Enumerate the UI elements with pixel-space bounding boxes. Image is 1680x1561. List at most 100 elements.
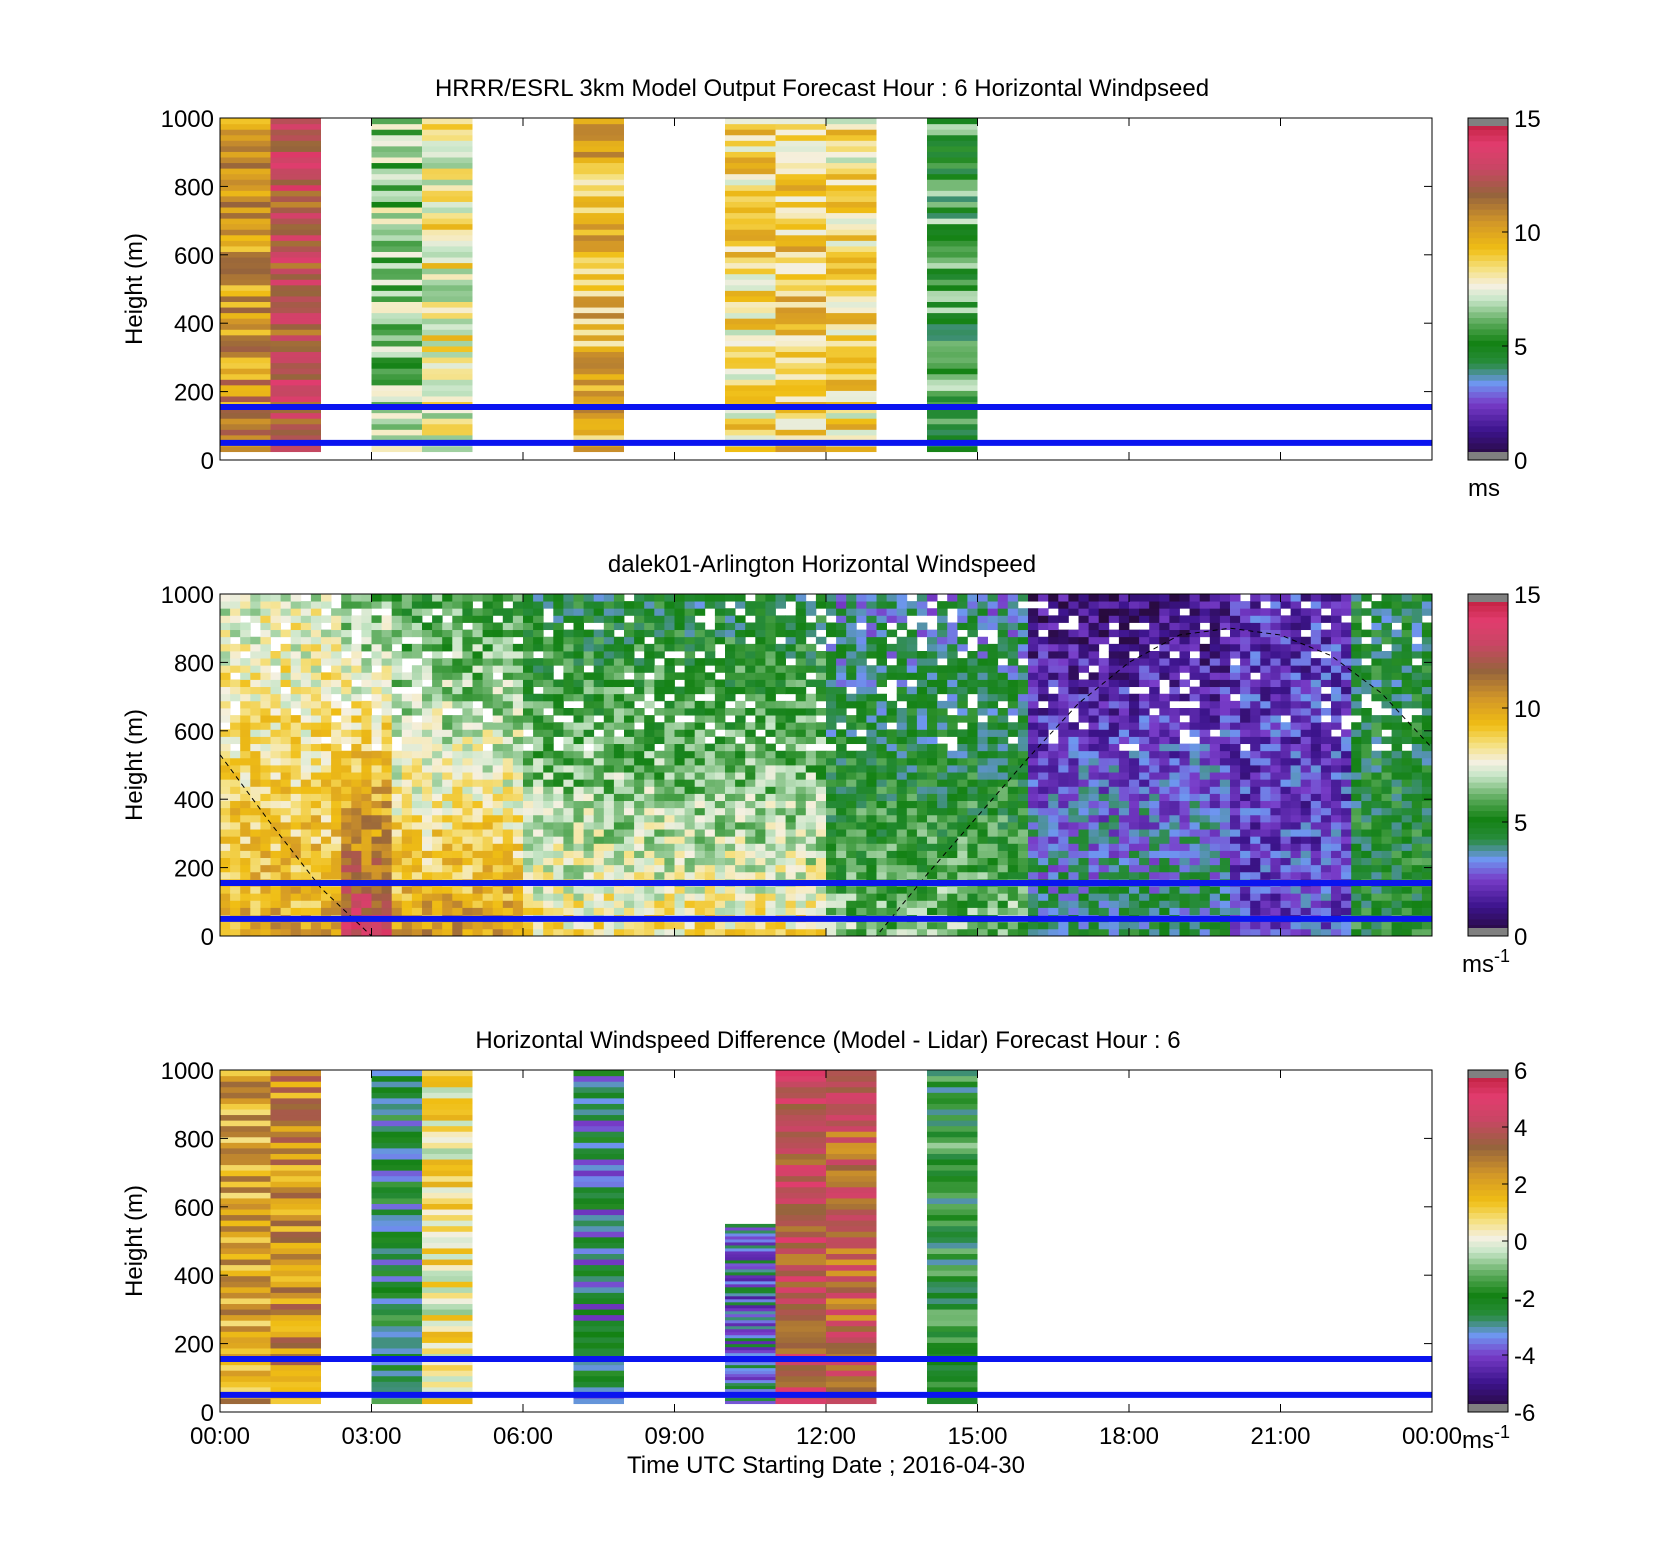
heatmap-cell (977, 779, 988, 787)
heatmap-cell (745, 765, 756, 773)
heatmap-cell (543, 672, 554, 680)
heatmap-cell (573, 715, 584, 723)
heatmap-cell (927, 290, 978, 297)
heatmap-cell (947, 822, 958, 830)
heatmap-cell (704, 708, 716, 716)
heatmap-cell (957, 601, 968, 609)
heatmap-cell (533, 772, 544, 780)
heatmap-cell (967, 665, 978, 673)
heatmap-cell (1068, 843, 1079, 851)
heatmap-cell (1007, 658, 1019, 666)
heatmap-cell (240, 715, 251, 723)
heatmap-cell (422, 893, 433, 901)
heatmap-cell (1068, 729, 1079, 737)
heatmap-cell (1118, 893, 1130, 901)
heatmap-cell (896, 814, 908, 823)
heatmap-cell (1078, 693, 1089, 702)
heatmap-cell (987, 729, 999, 737)
heatmap-cell (1088, 900, 1100, 908)
heatmap-cell (300, 693, 312, 702)
heatmap-cell (512, 693, 524, 702)
heatmap-cell (462, 871, 473, 880)
heatmap-cell (270, 201, 321, 208)
heatmap-cell (826, 368, 877, 375)
heatmap-cell (220, 156, 271, 164)
heatmap-cell (795, 736, 807, 745)
heatmap-cell (613, 708, 625, 716)
heatmap-cell (725, 679, 736, 688)
heatmap-cell (583, 857, 595, 866)
heatmap-cell (240, 665, 251, 673)
heatmap-cell (240, 765, 251, 773)
heatmap-cell (391, 715, 403, 723)
heatmap-cell (512, 822, 524, 830)
heatmap-cell (1028, 651, 1039, 659)
heatmap-cell (270, 384, 321, 391)
heatmap-cell (220, 256, 271, 264)
heatmap-cell (250, 608, 261, 616)
heatmap-cell (260, 729, 271, 737)
heatmap-cell (270, 245, 321, 252)
heatmap-cell (472, 772, 483, 780)
heatmap-cell (442, 736, 453, 745)
heatmap-cell (442, 608, 453, 616)
heatmap-cell (644, 729, 655, 737)
heatmap-cell (361, 736, 372, 745)
heatmap-cell (916, 886, 928, 894)
heatmap-cell (725, 368, 776, 375)
heatmap-cell (533, 857, 544, 866)
heatmap-cell (1058, 643, 1069, 652)
heatmap-cell (836, 822, 847, 830)
heatmap-cell (260, 800, 271, 809)
heatmap-cell (906, 608, 918, 616)
heatmap-cell (220, 672, 231, 680)
heatmap-cell (795, 665, 807, 673)
heatmap-cell (896, 729, 908, 737)
heatmap-cell (321, 857, 332, 866)
heatmap-cell (1159, 636, 1170, 645)
heatmap-cell (826, 256, 877, 264)
heatmap-cell (866, 765, 877, 773)
heatmap-cell (1159, 779, 1170, 787)
heatmap-cell (987, 700, 999, 709)
heatmap-cell (674, 615, 685, 623)
heatmap-cell (603, 608, 615, 616)
heatmap-cell (341, 786, 352, 794)
heatmap-cell (1078, 651, 1089, 659)
heatmap-cell (512, 679, 524, 688)
heatmap-cell (997, 871, 1009, 880)
heatmap-cell (826, 284, 877, 291)
heatmap-cell (553, 594, 564, 602)
heatmap-cell (785, 757, 797, 766)
heatmap-cell (906, 786, 918, 794)
heatmap-cell (1159, 622, 1170, 631)
heatmap-cell (977, 700, 988, 709)
heatmap-cell (260, 871, 271, 880)
heatmap-cell (725, 262, 776, 269)
heatmap-cell (553, 729, 564, 737)
heatmap-cell (512, 850, 524, 859)
heatmap-cell (452, 900, 463, 908)
heatmap-cell (1078, 871, 1089, 880)
heatmap-cell (977, 928, 988, 937)
heatmap-cell (523, 857, 534, 866)
heatmap-cell (664, 900, 675, 908)
heatmap-cell (391, 772, 403, 780)
heatmap-cell (866, 750, 877, 759)
heatmap-cell (563, 893, 574, 901)
heatmap-cell (775, 151, 826, 158)
heatmap-cell (674, 786, 685, 794)
heatmap-cell (442, 907, 453, 916)
heatmap-cell (341, 822, 352, 830)
heatmap-cell (1028, 665, 1039, 673)
heatmap-cell (422, 900, 433, 908)
heatmap-cell (1139, 729, 1150, 737)
heatmap-cell (977, 658, 988, 666)
heatmap-cell (290, 629, 302, 638)
heatmap-cell (1159, 822, 1170, 830)
heatmap-cell (391, 836, 403, 844)
heatmap-cell (725, 800, 736, 809)
heatmap-cell (492, 665, 504, 673)
heatmap-cell (422, 757, 433, 766)
heatmap-cell (381, 886, 393, 894)
